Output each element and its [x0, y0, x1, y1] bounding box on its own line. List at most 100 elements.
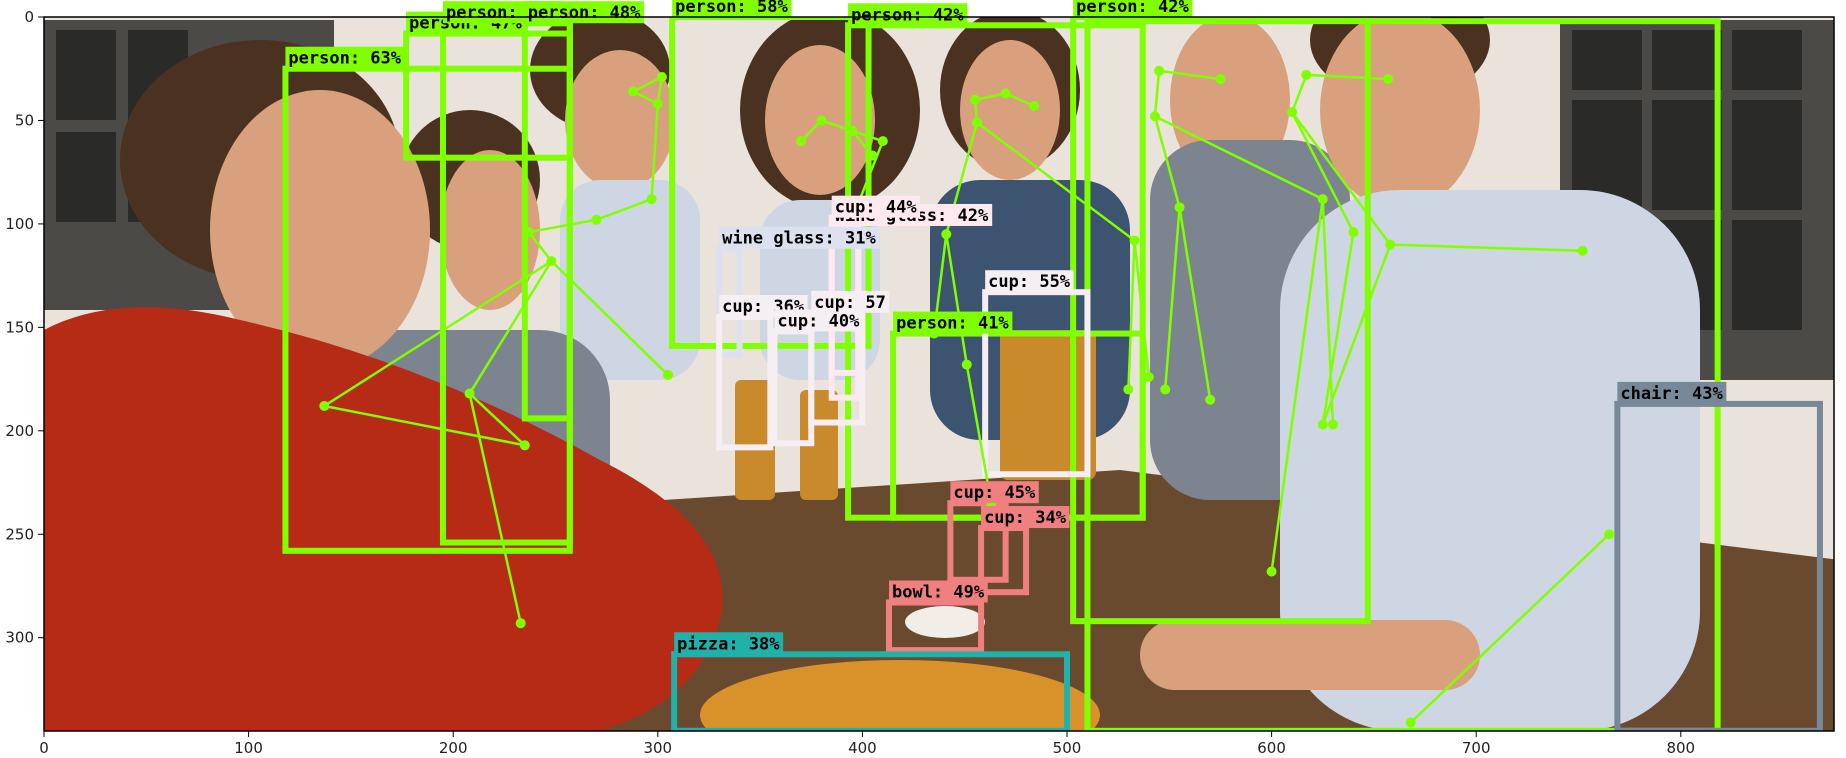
detection-label: person: 42%	[1076, 0, 1189, 17]
keypoint	[1029, 100, 1040, 111]
detection-label-bg	[981, 506, 1070, 529]
detection-label: pizza: 38%	[677, 634, 780, 654]
keypoint	[1154, 65, 1165, 76]
skeleton-edge	[1270, 198, 1324, 572]
skeleton-edge	[1290, 111, 1355, 233]
detection-label-bg	[672, 0, 792, 17]
skeleton-edge	[468, 260, 553, 395]
skeleton-edge	[965, 364, 993, 504]
keypoint	[523, 227, 534, 238]
skeleton-edge	[1321, 244, 1392, 426]
x-tick-label: 400	[848, 739, 877, 757]
detection-label: person: 58%	[675, 0, 788, 17]
skeleton-edge	[1306, 73, 1389, 81]
keypoint	[877, 136, 888, 147]
keypoint	[1348, 227, 1359, 238]
skeleton-edge	[632, 75, 663, 93]
skeleton-edge	[1291, 111, 1392, 246]
scene-photo	[44, 17, 1834, 731]
skeleton-edge	[1154, 115, 1324, 201]
detection-label: cup: 55%	[988, 272, 1071, 292]
detection-label-bg	[950, 481, 1039, 504]
skeleton-edge	[468, 392, 526, 447]
keypoint	[1317, 419, 1328, 430]
skeleton-edge	[821, 119, 853, 132]
x-tick-label: 500	[1053, 739, 1082, 757]
detection-label-bg	[848, 3, 968, 26]
y-tick-label: 100	[5, 215, 34, 233]
keypoint	[464, 388, 475, 399]
detection-box	[1070, 17, 1371, 625]
detection-label: cup: 44%	[835, 198, 918, 218]
skeleton-edge	[1153, 115, 1181, 208]
y-tick-label: 300	[5, 629, 34, 647]
detection-label: cup: 34%	[984, 508, 1067, 528]
keypoint	[1149, 111, 1160, 122]
skeleton-edge	[1321, 231, 1355, 425]
keypoint	[1129, 235, 1140, 246]
skeleton-edge	[1005, 92, 1035, 108]
detection-label: person: 42%	[851, 5, 964, 25]
keypoint	[816, 115, 827, 126]
keypoint	[971, 117, 982, 128]
keypoint	[1385, 239, 1396, 250]
detection-label: chair: 43%	[1620, 384, 1723, 404]
keypoint	[591, 214, 602, 225]
detection-label-bg	[985, 270, 1074, 293]
detection-label-bg	[674, 632, 784, 655]
detection-labels: person: 63%person: 47%person: 34%person:…	[285, 0, 1727, 655]
skeleton-edge	[1390, 243, 1583, 253]
axes-frame	[43, 16, 1835, 732]
keypoint	[1174, 202, 1185, 213]
detection-label-bg	[831, 195, 921, 218]
keypoint	[1604, 529, 1615, 540]
keypoint	[1301, 69, 1312, 80]
detection-label-bg	[893, 311, 1013, 334]
keypoint	[1266, 566, 1277, 577]
skeleton-edge	[1153, 70, 1161, 117]
keypoint	[646, 194, 657, 205]
detection-label: cup: 45%	[953, 483, 1036, 503]
skeleton-edge	[1321, 199, 1335, 425]
skeleton-edge	[323, 260, 553, 408]
beer-mug	[1000, 330, 1096, 480]
detection-label-bg	[1073, 0, 1193, 17]
keypoint	[867, 150, 878, 161]
x-tick-label: 600	[1257, 739, 1286, 757]
x-tick-label: 0	[39, 739, 49, 757]
keypoint	[1317, 194, 1328, 205]
detection-label: cup: 57	[814, 293, 886, 313]
y-tick-label: 150	[5, 318, 34, 336]
keypoint	[969, 94, 980, 105]
skeleton-edge	[1409, 533, 1611, 724]
keypoint	[519, 440, 530, 451]
pose-keypoints	[319, 65, 1615, 728]
keypoint	[652, 98, 663, 109]
detection-label-bg	[774, 309, 863, 332]
skeleton-edge	[595, 197, 653, 221]
skeleton-edge	[1133, 240, 1151, 378]
skeleton-edge	[1158, 69, 1221, 81]
skeleton-edge	[945, 234, 968, 365]
keypoint	[1143, 372, 1154, 383]
keypoint	[847, 125, 858, 136]
x-tick-label: 100	[234, 739, 263, 757]
keypoint	[546, 256, 557, 267]
skeleton-edge	[527, 231, 553, 262]
detection-label: person: 63%	[288, 49, 401, 69]
pizza-plate	[700, 660, 1100, 731]
keypoint	[1123, 384, 1134, 395]
y-tick-label: 50	[15, 111, 34, 129]
detection-label: wine glass: 31%	[722, 229, 876, 249]
detection-label-bg	[811, 290, 890, 313]
detection-label-bg	[888, 580, 988, 603]
x-tick-label: 300	[643, 739, 672, 757]
keypoint	[1160, 384, 1171, 395]
skeleton-edge	[324, 404, 526, 447]
detection-label-bg	[285, 46, 405, 69]
skeleton-edge	[974, 92, 1006, 101]
keypoint	[1205, 394, 1216, 405]
detection-box	[978, 525, 1030, 596]
skeleton-edge	[851, 129, 884, 143]
